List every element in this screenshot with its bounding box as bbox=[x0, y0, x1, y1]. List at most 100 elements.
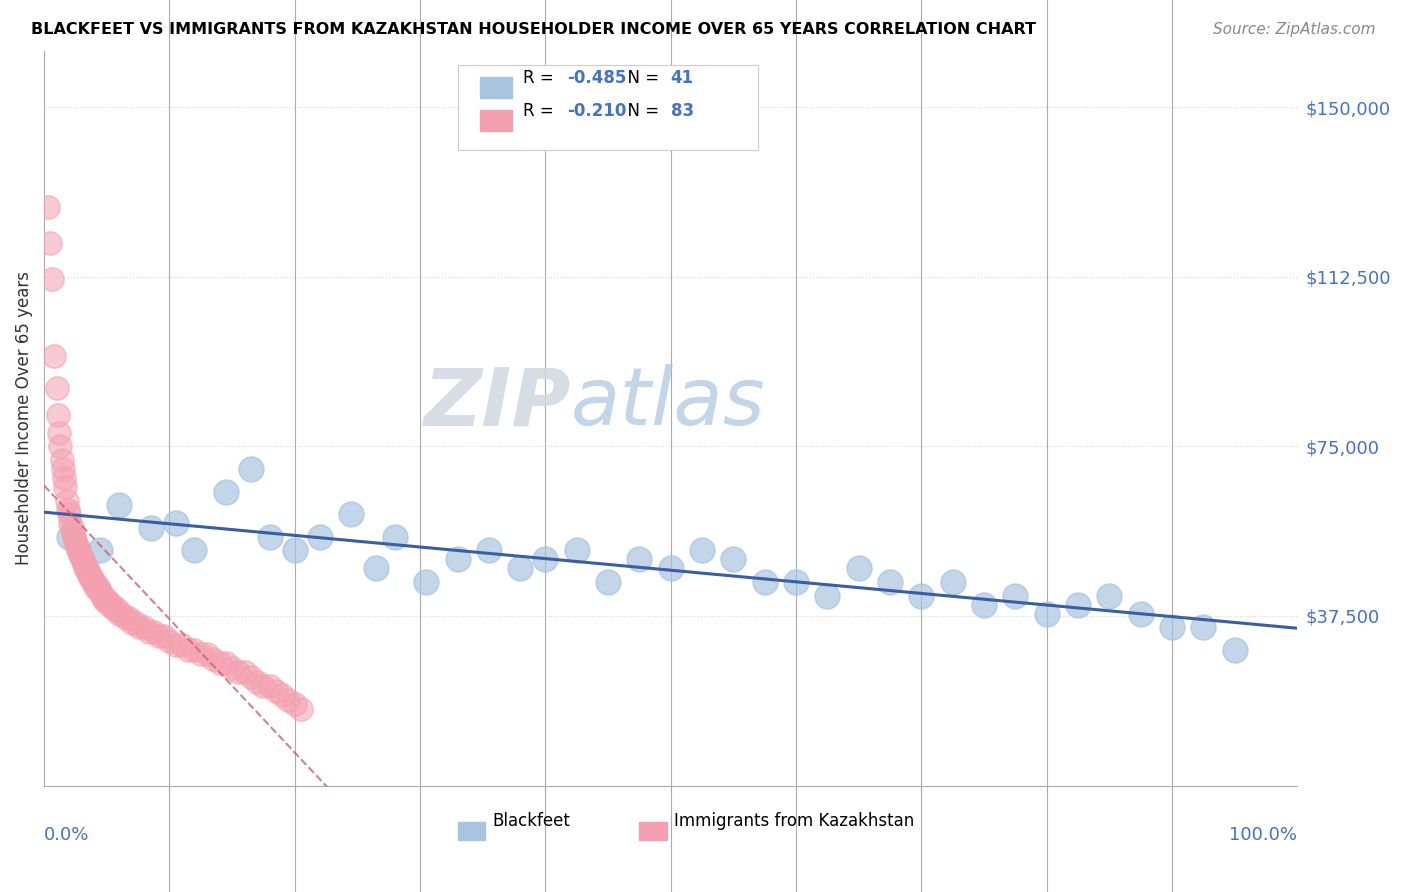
Point bbox=[39, 235, 62, 250]
Point bbox=[56, 502, 79, 516]
Point bbox=[82, 575, 104, 590]
Point bbox=[259, 530, 281, 544]
Point bbox=[62, 525, 84, 540]
Bar bbox=[481, 111, 512, 131]
Point bbox=[153, 629, 176, 643]
Y-axis label: Householder Income Over 65 years: Householder Income Over 65 years bbox=[15, 271, 32, 566]
Point bbox=[121, 615, 143, 630]
Point bbox=[83, 575, 105, 590]
Point bbox=[246, 674, 269, 689]
Point bbox=[98, 598, 121, 612]
Point bbox=[221, 661, 243, 675]
Point bbox=[271, 688, 294, 702]
Point bbox=[134, 620, 156, 634]
Point bbox=[93, 593, 115, 607]
Point bbox=[108, 607, 131, 621]
Point bbox=[415, 575, 437, 590]
Point bbox=[170, 638, 193, 652]
Point bbox=[91, 589, 114, 603]
Point bbox=[509, 561, 531, 575]
Point bbox=[89, 543, 111, 558]
Text: BLACKFEET VS IMMIGRANTS FROM KAZAKHSTAN HOUSEHOLDER INCOME OVER 65 YEARS CORRELA: BLACKFEET VS IMMIGRANTS FROM KAZAKHSTAN … bbox=[31, 22, 1036, 37]
Point bbox=[366, 561, 388, 575]
Point bbox=[478, 543, 501, 558]
Point bbox=[384, 530, 406, 544]
Point bbox=[45, 381, 67, 395]
Point bbox=[596, 575, 619, 590]
Point bbox=[67, 543, 90, 558]
Point bbox=[1160, 620, 1182, 634]
Point bbox=[55, 493, 77, 508]
Text: -0.210: -0.210 bbox=[567, 103, 626, 120]
Text: N =: N = bbox=[617, 70, 664, 87]
Point bbox=[259, 679, 281, 693]
Point bbox=[51, 453, 73, 467]
Point bbox=[128, 620, 150, 634]
Point bbox=[77, 566, 100, 580]
Point bbox=[48, 425, 70, 440]
Point bbox=[55, 480, 77, 494]
Point bbox=[52, 462, 75, 476]
Point bbox=[148, 629, 170, 643]
Point bbox=[239, 462, 262, 476]
Text: ZIP: ZIP bbox=[423, 365, 571, 442]
Point bbox=[100, 598, 122, 612]
Text: 0.0%: 0.0% bbox=[44, 826, 90, 844]
Point bbox=[79, 570, 101, 584]
Point bbox=[723, 552, 745, 566]
Point bbox=[848, 561, 870, 575]
Point bbox=[290, 701, 312, 715]
Point bbox=[73, 557, 96, 571]
Point bbox=[53, 471, 76, 485]
Point bbox=[114, 611, 136, 625]
Point bbox=[690, 543, 713, 558]
Point bbox=[63, 530, 86, 544]
Point bbox=[44, 349, 66, 363]
Point bbox=[446, 552, 468, 566]
Point bbox=[60, 521, 83, 535]
Point bbox=[264, 683, 287, 698]
Point bbox=[202, 652, 225, 666]
Point bbox=[1004, 589, 1026, 603]
Point bbox=[910, 589, 932, 603]
Point bbox=[108, 498, 131, 512]
Point bbox=[1035, 607, 1057, 621]
Point bbox=[228, 665, 250, 680]
Point bbox=[65, 534, 87, 549]
Text: 83: 83 bbox=[671, 103, 693, 120]
Point bbox=[659, 561, 682, 575]
Point bbox=[215, 657, 238, 671]
Point bbox=[138, 624, 160, 639]
Point bbox=[84, 580, 107, 594]
Point bbox=[75, 561, 97, 575]
Text: Immigrants from Kazakhstan: Immigrants from Kazakhstan bbox=[675, 813, 915, 830]
Point bbox=[1129, 607, 1152, 621]
Point bbox=[942, 575, 965, 590]
Point bbox=[628, 552, 651, 566]
Point bbox=[565, 543, 588, 558]
Point bbox=[252, 679, 274, 693]
Point bbox=[66, 539, 89, 553]
Point bbox=[80, 570, 103, 584]
Text: Source: ZipAtlas.com: Source: ZipAtlas.com bbox=[1212, 22, 1375, 37]
Point bbox=[177, 643, 200, 657]
Point bbox=[165, 638, 187, 652]
Point bbox=[139, 521, 162, 535]
Point bbox=[49, 439, 72, 453]
Point bbox=[96, 593, 118, 607]
Point bbox=[103, 602, 125, 616]
Point bbox=[111, 607, 134, 621]
Point bbox=[58, 530, 80, 544]
Point bbox=[46, 408, 69, 422]
Point bbox=[87, 580, 110, 594]
Point bbox=[143, 624, 166, 639]
Point bbox=[208, 657, 231, 671]
Point bbox=[534, 552, 557, 566]
Point bbox=[785, 575, 807, 590]
Point bbox=[70, 552, 93, 566]
Point bbox=[1192, 620, 1215, 634]
Text: N =: N = bbox=[617, 103, 664, 120]
Point bbox=[69, 548, 91, 562]
Point bbox=[879, 575, 901, 590]
Point bbox=[77, 566, 100, 580]
